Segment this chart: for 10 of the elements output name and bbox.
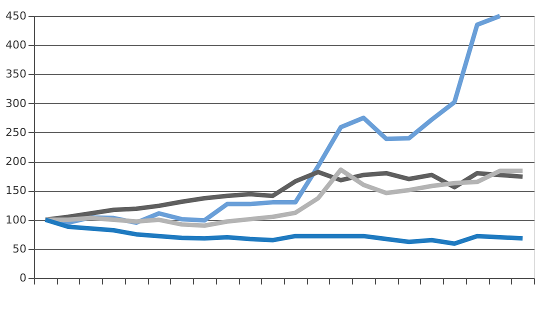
y-tick-label: 100	[6, 213, 26, 226]
y-tick-label: 300	[6, 96, 26, 110]
y-tick-label: 150	[6, 184, 26, 198]
y-tick-label: 0	[20, 272, 26, 284]
y-tick-label: 50	[12, 242, 26, 256]
y-tick-label: 250	[6, 126, 26, 139]
y-tick-label: 400	[6, 38, 26, 52]
y-tick-label: 350	[6, 68, 26, 81]
y-tick-label: 450	[6, 10, 26, 22]
y-tick-label: 200	[6, 155, 26, 168]
